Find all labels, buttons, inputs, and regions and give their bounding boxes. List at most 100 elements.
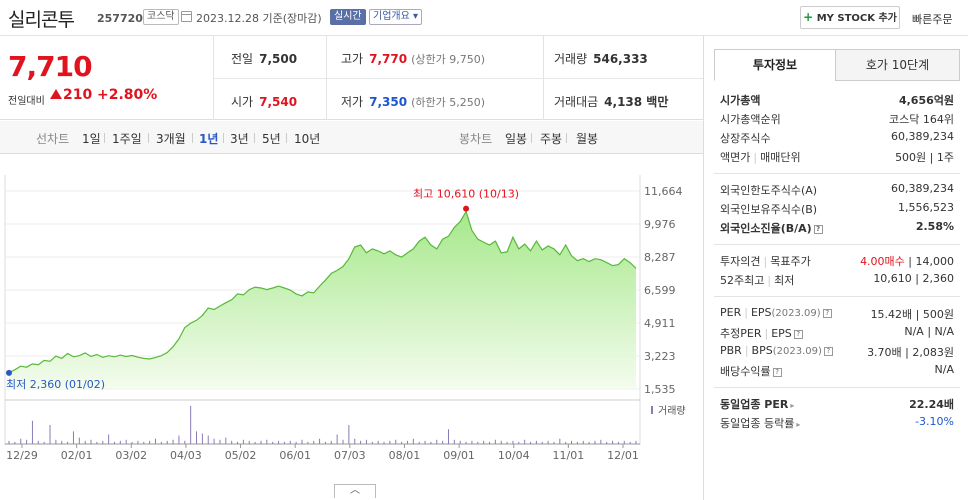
volume-bar	[143, 441, 145, 444]
volume-bar	[436, 439, 438, 444]
unit-label-text: 매매단위	[760, 151, 801, 164]
par-row: 액면가 | 매매단위 500원 | 1주	[714, 147, 960, 166]
volume: 거래량 546,333	[554, 50, 648, 67]
foreign-hold-row: 외국인보유주식수(B) 1,556,523	[714, 199, 960, 218]
foreign-hold-value: 1,556,523	[898, 201, 954, 214]
sector-rate-label-text: 동일업종 등락률	[720, 417, 795, 430]
volume-bar	[61, 440, 63, 444]
volume-bar	[512, 440, 514, 444]
est-per-value: N/A | N/A	[904, 325, 954, 338]
divider	[714, 244, 960, 245]
volume-bar	[26, 439, 28, 444]
volume-bar	[319, 438, 321, 444]
opinion-label-text: 투자의견	[720, 255, 761, 268]
help-icon[interactable]: ?	[793, 330, 803, 339]
pbr-year: (2023.09)	[772, 346, 822, 357]
volume-bar	[553, 441, 555, 444]
sector-per-label[interactable]: 동일업종 PER ▸	[720, 396, 794, 412]
volume-bar	[494, 439, 496, 444]
open-label: 시가	[231, 95, 254, 109]
quick-order-link[interactable]: 빠른주문	[912, 13, 953, 26]
volume-bar	[354, 438, 356, 444]
range-tab-3y[interactable]: 3년	[230, 132, 249, 146]
range-tab-10y[interactable]: 10년	[294, 132, 321, 146]
volume-bar	[90, 439, 92, 444]
high-price: 고가 7,770 (상한가 9,750)	[341, 50, 485, 67]
volume-bar	[565, 441, 567, 444]
target-text: 14,000	[915, 255, 955, 268]
per-value: 15.42배 | 500원	[870, 308, 954, 321]
amount-label: 거래대금	[554, 95, 599, 109]
pbr-value: 3.70배 | 2,083원	[867, 346, 954, 359]
range-tab-1w[interactable]: 1주일	[112, 132, 142, 146]
volume-bar	[483, 440, 485, 444]
volume-bar	[594, 440, 596, 444]
volume-bar	[465, 441, 467, 444]
collapse-chevron-icon[interactable]: ︿	[334, 484, 376, 498]
chart-range-tabs: 선차트 1일 1주일 3개월 1년 3년 5년 10년 봉차트 일봉 주봉 월봉	[0, 121, 703, 154]
candle-tab-weekly[interactable]: 주봉	[540, 132, 563, 146]
volume-bar	[31, 420, 33, 444]
dividend-label-text: 배당수익률	[720, 365, 771, 378]
x-tick-label: 08/01	[389, 449, 421, 462]
candle-tab-daily[interactable]: 일봉	[505, 132, 528, 146]
volume-bar	[72, 431, 74, 444]
help-icon[interactable]: ?	[813, 225, 823, 234]
volume-bar	[547, 440, 549, 444]
market-cap-row: 시가총액 4,656억원	[714, 90, 960, 109]
help-icon[interactable]: ?	[822, 309, 832, 318]
company-info-button[interactable]: 기업개요 ▾	[369, 9, 423, 25]
volume-bar	[166, 440, 168, 444]
volume-bar	[617, 441, 619, 444]
realtime-button[interactable]: 실시간	[330, 9, 366, 25]
volume-bar	[389, 440, 391, 444]
divider	[192, 133, 193, 143]
market-cap-value: 4,656억원	[898, 94, 954, 107]
sector-rate-value: -3.10%	[915, 415, 954, 428]
range-tab-3m[interactable]: 3개월	[156, 132, 186, 146]
help-icon[interactable]: ?	[772, 368, 782, 377]
tab-invest-info[interactable]: 투자정보	[714, 49, 836, 81]
x-tick-label: 12/29	[6, 449, 38, 462]
price-line	[8, 210, 637, 374]
volume-bar	[471, 440, 473, 444]
candle-tab-monthly[interactable]: 월봉	[576, 132, 599, 146]
range-tab-5y[interactable]: 5년	[262, 132, 281, 146]
w52-label: 52주최고 | 최저	[720, 274, 795, 287]
per-year: (2023.09)	[771, 308, 821, 319]
range-tab-1y[interactable]: 1년	[199, 132, 219, 146]
tab-orderbook[interactable]: 호가 10단계	[835, 49, 960, 81]
open-price: 시가 7,540	[231, 93, 297, 110]
volume-bar	[149, 440, 151, 444]
change-percent: +2.80%	[97, 87, 158, 103]
volume-bar	[524, 439, 526, 444]
market-cap-label: 시가총액	[720, 94, 761, 107]
volume-bar	[506, 441, 508, 444]
volume-bar	[623, 440, 625, 444]
volume-bar	[37, 440, 39, 444]
volume-bar	[307, 441, 309, 444]
sector-per-row: 동일업종 PER ▸ 22.24배	[714, 394, 960, 413]
divider	[714, 173, 960, 174]
volume-bar	[500, 440, 502, 444]
mystock-add-button[interactable]: + MY STOCK 추가	[800, 6, 900, 29]
par-label: 액면가 | 매매단위	[720, 151, 801, 164]
volume-bar	[172, 439, 174, 444]
range-tab-1d[interactable]: 1일	[82, 132, 101, 146]
volume-bar	[278, 440, 280, 444]
help-icon[interactable]: ?	[823, 347, 833, 356]
volume-bar	[401, 441, 403, 444]
x-tick-label: 10/04	[498, 449, 530, 462]
sector-rate-label[interactable]: 동일업종 등락률 ▸	[720, 415, 800, 431]
low-annotation: 최저 2,360 (01/02)	[6, 378, 105, 391]
volume-bar	[559, 438, 561, 444]
volume-bar	[78, 437, 80, 444]
calendar-icon	[181, 11, 192, 22]
prev-close-label: 전일	[231, 52, 254, 66]
open-value: 7,540	[259, 95, 298, 109]
par-label-text: 액면가	[720, 151, 751, 164]
volume-bar	[254, 441, 256, 444]
price-chart: 11,664 9,976 8,287 6,599 4,911 3,223 1,535 12/…	[0, 155, 703, 500]
volume-label: 거래량	[554, 52, 588, 66]
y-tick-label: 1,535	[644, 383, 676, 396]
